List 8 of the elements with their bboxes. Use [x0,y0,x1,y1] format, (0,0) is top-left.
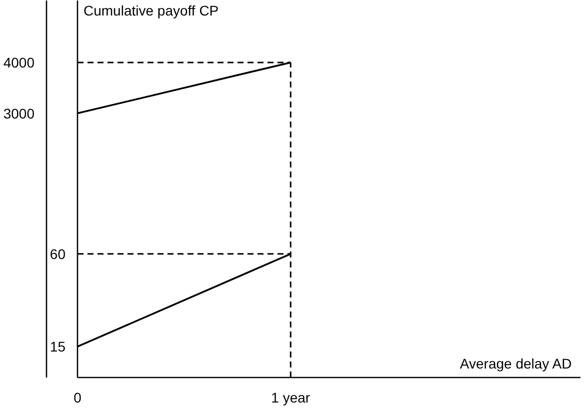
x-tick-label: 1 year [271,390,310,406]
x-axis-title: Average delay AD [460,356,572,372]
y-tick-label: 60 [50,246,66,262]
y2-tick-label: 4000 [3,54,35,70]
y-axis-title: Cumulative payoff CP [84,2,219,18]
y-tick-label: 15 [50,338,66,355]
x-tick-label: 0 [74,390,82,406]
y2-tick-label: 3000 [3,105,35,122]
